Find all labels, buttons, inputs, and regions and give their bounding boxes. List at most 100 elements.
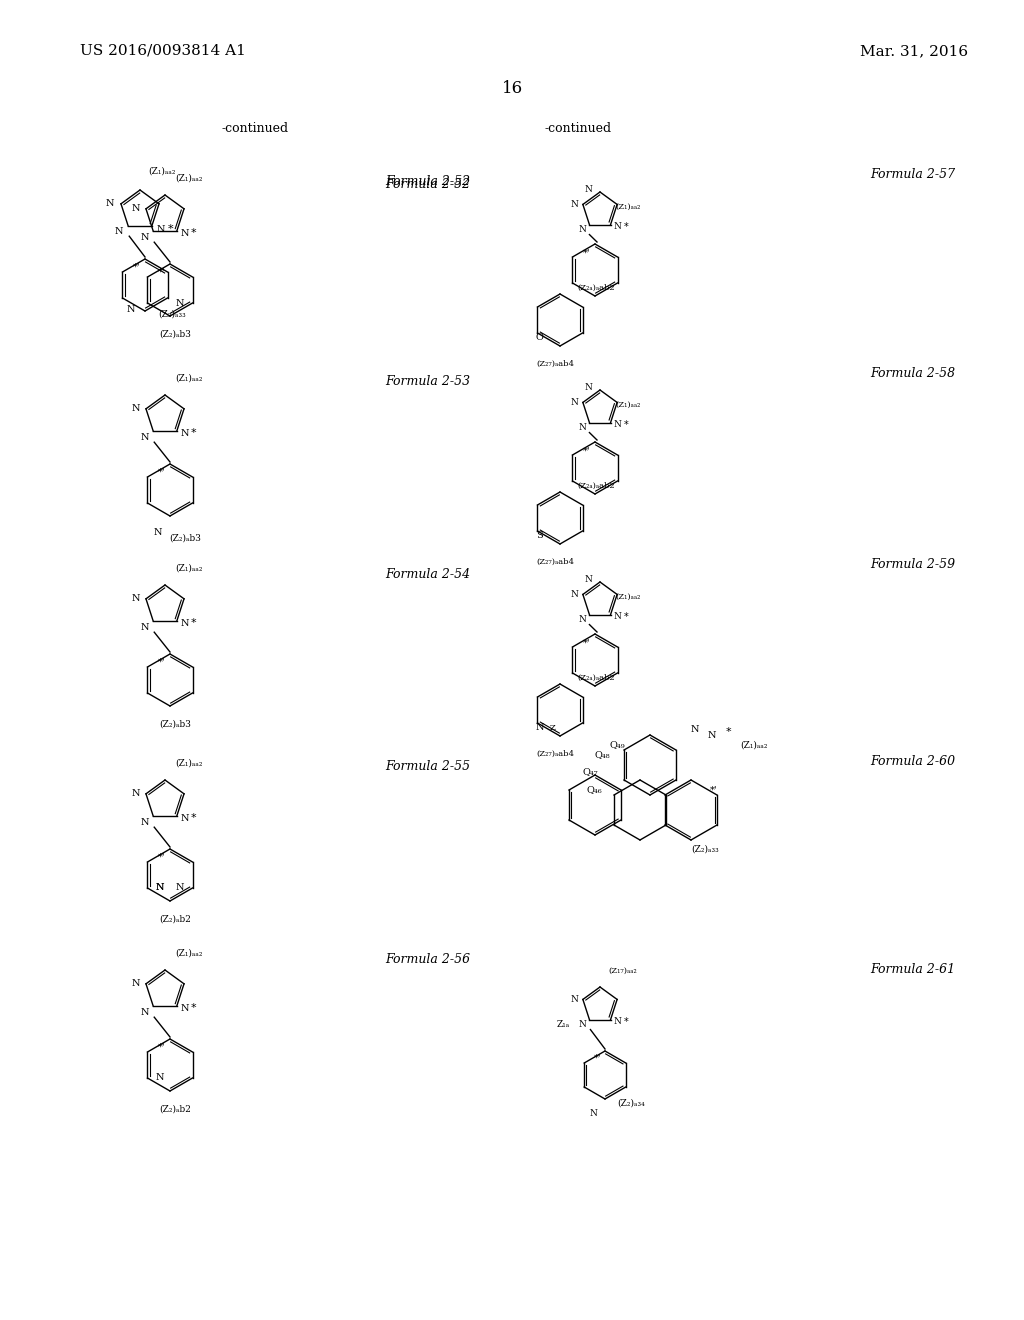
Text: (Z₂ₐ)ₐab2: (Z₂ₐ)ₐab2 xyxy=(578,284,615,292)
Text: N: N xyxy=(157,224,165,234)
Text: (Z₁)ₐₐ₂: (Z₁)ₐₐ₂ xyxy=(175,564,203,573)
Text: N: N xyxy=(589,1109,597,1118)
Text: N: N xyxy=(579,1020,587,1030)
Text: N: N xyxy=(691,726,699,734)
Text: N: N xyxy=(140,433,150,442)
Text: N: N xyxy=(613,612,622,622)
Text: N: N xyxy=(584,384,592,392)
Text: N: N xyxy=(613,222,622,231)
Text: S: S xyxy=(537,532,543,540)
Text: (Z₂)ₐb3: (Z₂)ₐb3 xyxy=(159,330,190,339)
Text: *: * xyxy=(624,611,629,622)
Text: Formula 2-60: Formula 2-60 xyxy=(870,755,955,768)
Text: Formula 2-58: Formula 2-58 xyxy=(870,367,955,380)
Text: Z⁣: Z⁣ xyxy=(550,723,555,733)
Text: Q₄₈: Q₄₈ xyxy=(594,751,610,759)
Text: (Z₁)ₐₐ₂: (Z₁)ₐₐ₂ xyxy=(175,374,203,383)
Text: N: N xyxy=(584,576,592,585)
Text: N: N xyxy=(613,420,622,429)
Text: (Z₂)ₐb2: (Z₂)ₐb2 xyxy=(159,915,190,924)
Text: Formula 2-56: Formula 2-56 xyxy=(385,953,470,966)
Text: (Z₂₇)ₐab4: (Z₂₇)ₐab4 xyxy=(536,558,574,566)
Text: Formula 2-53: Formula 2-53 xyxy=(385,375,470,388)
Text: Mar. 31, 2016: Mar. 31, 2016 xyxy=(860,44,968,58)
Text: *': *' xyxy=(710,785,718,795)
Text: N: N xyxy=(579,226,587,234)
Text: (Z₁)ₐₐ₂: (Z₁)ₐₐ₂ xyxy=(740,741,768,750)
Text: *': *' xyxy=(583,639,590,648)
Text: *': *' xyxy=(158,1043,165,1052)
Text: N: N xyxy=(176,298,184,308)
Text: 16: 16 xyxy=(502,81,522,96)
Text: (Z₂)ₐ₃₃: (Z₂)ₐ₃₃ xyxy=(159,310,186,319)
Text: *': *' xyxy=(132,263,140,272)
Text: O: O xyxy=(536,334,544,342)
Text: Formula 2-55: Formula 2-55 xyxy=(385,760,470,774)
Text: N: N xyxy=(570,199,578,209)
Text: N: N xyxy=(127,305,135,314)
Text: N: N xyxy=(156,883,164,892)
Text: N: N xyxy=(176,883,184,892)
Text: N: N xyxy=(536,723,544,733)
Text: (Z₁)ₐₐ₂: (Z₁)ₐₐ₂ xyxy=(175,949,203,958)
Text: *': *' xyxy=(158,268,165,276)
Text: N: N xyxy=(181,429,189,438)
Text: N: N xyxy=(579,615,587,624)
Text: N: N xyxy=(105,199,114,209)
Text: N: N xyxy=(156,883,164,892)
Text: (Z₂ₐ)ₐab2: (Z₂ₐ)ₐab2 xyxy=(578,482,615,490)
Text: *: * xyxy=(624,1016,629,1027)
Text: (Z₁)ₐₐ₂: (Z₁)ₐₐ₂ xyxy=(175,174,203,183)
Text: N: N xyxy=(570,590,578,599)
Text: *: * xyxy=(168,224,173,234)
Text: N: N xyxy=(570,397,578,407)
Text: (Z₁)ₐₐ₂: (Z₁)ₐₐ₂ xyxy=(175,759,203,768)
Text: N: N xyxy=(613,1018,622,1026)
Text: Q₄₉: Q₄₉ xyxy=(609,741,625,750)
Text: *': *' xyxy=(158,467,165,477)
Text: *: * xyxy=(190,428,197,438)
Text: *': *' xyxy=(158,657,165,667)
Text: N: N xyxy=(181,228,189,238)
Text: Formula 2-52: Formula 2-52 xyxy=(385,178,470,191)
Text: *': *' xyxy=(583,248,590,257)
Text: (Z₂)ₐb2: (Z₂)ₐb2 xyxy=(159,1105,190,1114)
Text: (Z₂)ₐ₃₄: (Z₂)ₐ₃₄ xyxy=(616,1100,645,1107)
Text: US 2016/0093814 A1: US 2016/0093814 A1 xyxy=(80,44,246,58)
Text: N: N xyxy=(181,813,189,822)
Text: *: * xyxy=(624,420,629,429)
Text: -continued: -continued xyxy=(221,121,289,135)
Text: *': *' xyxy=(583,446,590,455)
Text: (Z₁)ₐₐ₂: (Z₁)ₐₐ₂ xyxy=(148,168,175,176)
Text: (Z₂)ₐ₃₃: (Z₂)ₐ₃₃ xyxy=(691,845,719,854)
Text: N: N xyxy=(131,205,140,214)
Text: Q₄₇: Q₄₇ xyxy=(583,767,598,776)
Text: (Z₂₇)ₐab4: (Z₂₇)ₐab4 xyxy=(536,360,574,368)
Text: Formula 2-52: Formula 2-52 xyxy=(385,176,470,187)
Text: N: N xyxy=(570,995,578,1005)
Text: (Z₁)ₐₐ₂: (Z₁)ₐₐ₂ xyxy=(615,202,641,211)
Text: N: N xyxy=(115,227,123,236)
Text: (Z₂ₐ)ₐab2: (Z₂ₐ)ₐab2 xyxy=(578,675,615,682)
Text: (Z₁₇)ₐₐ₂: (Z₁₇)ₐₐ₂ xyxy=(608,968,637,975)
Text: N: N xyxy=(708,730,716,739)
Text: N: N xyxy=(584,186,592,194)
Text: N: N xyxy=(140,623,150,632)
Text: Formula 2-54: Formula 2-54 xyxy=(385,568,470,581)
Text: N: N xyxy=(156,1073,164,1082)
Text: Formula 2-61: Formula 2-61 xyxy=(870,964,955,975)
Text: Formula 2-57: Formula 2-57 xyxy=(870,168,955,181)
Text: (Z₁)ₐₐ₂: (Z₁)ₐₐ₂ xyxy=(615,400,641,409)
Text: N: N xyxy=(131,789,140,799)
Text: (Z₂)ₐb3: (Z₂)ₐb3 xyxy=(169,535,201,543)
Text: (Z₂₇)ₐab4: (Z₂₇)ₐab4 xyxy=(536,750,574,758)
Text: N: N xyxy=(579,424,587,432)
Text: (Z₂)ₐb3: (Z₂)ₐb3 xyxy=(159,719,190,729)
Text: *: * xyxy=(190,228,197,238)
Text: N: N xyxy=(131,979,140,989)
Text: *': *' xyxy=(594,1053,602,1063)
Text: Formula 2-59: Formula 2-59 xyxy=(870,558,955,572)
Text: Z₁ₐ: Z₁ₐ xyxy=(556,1020,569,1030)
Text: Q₄₆: Q₄₆ xyxy=(587,785,602,795)
Text: *: * xyxy=(190,1003,197,1014)
